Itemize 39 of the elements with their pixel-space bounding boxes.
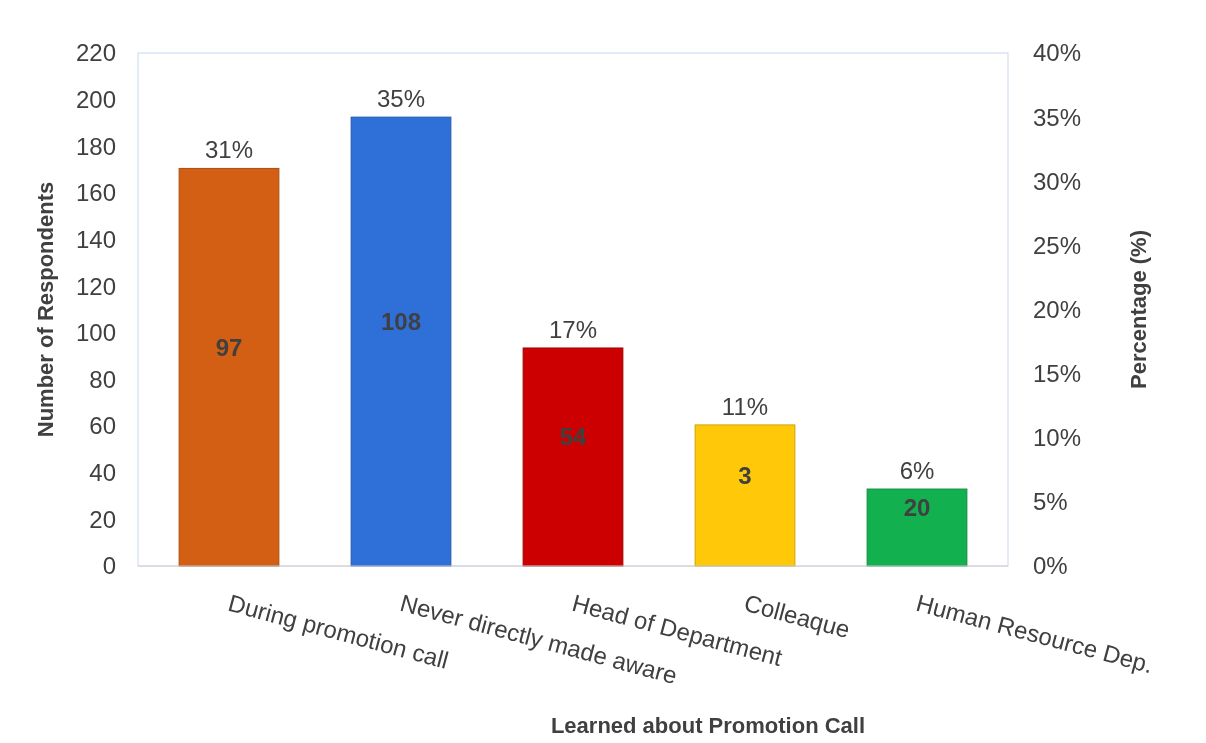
x-axis-title: Learned about Promotion Call <box>550 713 866 738</box>
data-label: 6% <box>899 457 935 485</box>
y-tick-label: 60 <box>89 412 116 440</box>
y-tick-label: 100 <box>75 319 116 347</box>
data-label: 35% <box>376 85 426 113</box>
y-axis-title: Number of Respondents <box>33 181 58 438</box>
annotation: 108 <box>380 307 422 335</box>
y-tick-label: 180 <box>75 132 116 160</box>
data-label: 17% <box>548 315 598 343</box>
y-tick-label: 160 <box>75 179 116 207</box>
annotation: 97 <box>215 333 243 361</box>
bar <box>694 424 796 567</box>
y2-tick-label: 10% <box>1033 424 1082 452</box>
y2-tick-label: 35% <box>1033 103 1082 131</box>
bar <box>866 488 968 567</box>
y-tick-label: 220 <box>75 39 116 67</box>
y2-tick-label: 25% <box>1033 231 1082 259</box>
y2-tick-label: 15% <box>1033 360 1082 388</box>
data-label: 11% <box>721 392 769 420</box>
y-tick-label: 140 <box>75 225 116 253</box>
y-tick-label: 40 <box>89 459 116 487</box>
y2-tick-label: 40% <box>1033 39 1082 67</box>
y2-axis-title: Percentage (%) <box>1126 230 1151 389</box>
y-tick-label: 20 <box>89 505 116 533</box>
data-label: 31% <box>204 136 254 164</box>
y2-tick-label: 30% <box>1033 167 1082 195</box>
annotation: 54 <box>559 423 587 451</box>
y2-tick-label: 20% <box>1033 295 1082 323</box>
y2-tick-label: 5% <box>1033 488 1068 516</box>
bar <box>178 167 280 567</box>
annotation: 3 <box>738 461 752 489</box>
y-tick-label: 80 <box>89 365 116 393</box>
annotation: 20 <box>903 493 931 521</box>
y2-tick-label: 0% <box>1033 552 1068 580</box>
y-tick-label: 0 <box>102 552 116 580</box>
y-tick-label: 200 <box>75 86 116 114</box>
y-tick-label: 120 <box>75 272 116 300</box>
bar <box>522 347 624 567</box>
bar <box>350 116 452 567</box>
